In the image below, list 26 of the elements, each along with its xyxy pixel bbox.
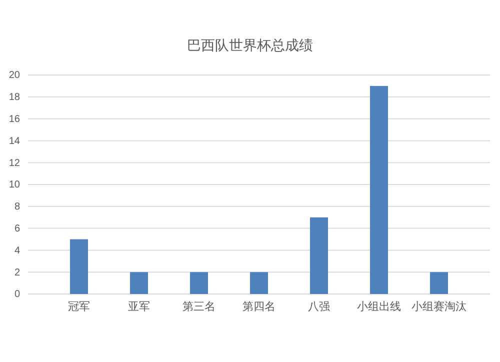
x-tick-label: 小组出线 <box>357 300 401 313</box>
y-tick-label: 20 <box>8 70 20 82</box>
x-tick-label: 冠军 <box>68 300 90 313</box>
chart-title: 巴西队世界杯总成绩 <box>187 38 313 54</box>
y-tick-label: 14 <box>8 136 20 147</box>
y-tick-label: 4 <box>14 245 20 256</box>
bar <box>130 272 148 294</box>
bar <box>310 217 328 294</box>
bar <box>190 272 208 294</box>
y-tick-label: 18 <box>8 92 20 104</box>
x-tick-label: 小组赛淘汰 <box>412 300 466 313</box>
y-tick-label: 0 <box>14 289 20 300</box>
y-tick-label: 8 <box>14 202 20 213</box>
x-tick-label: 第四名 <box>242 300 276 313</box>
x-tick-label: 第三名 <box>182 300 216 313</box>
bar <box>70 239 88 294</box>
y-tick-label: 16 <box>8 114 20 125</box>
bar <box>430 272 448 294</box>
y-tick-label: 6 <box>14 224 20 234</box>
x-tick-label: 八强 <box>308 300 330 313</box>
y-tick-label: 10 <box>8 180 20 191</box>
bar <box>370 86 388 294</box>
y-tick-label: 2 <box>14 267 20 278</box>
x-tick-label: 亚军 <box>128 300 150 313</box>
bar <box>250 272 268 294</box>
y-tick-label: 12 <box>8 158 20 169</box>
